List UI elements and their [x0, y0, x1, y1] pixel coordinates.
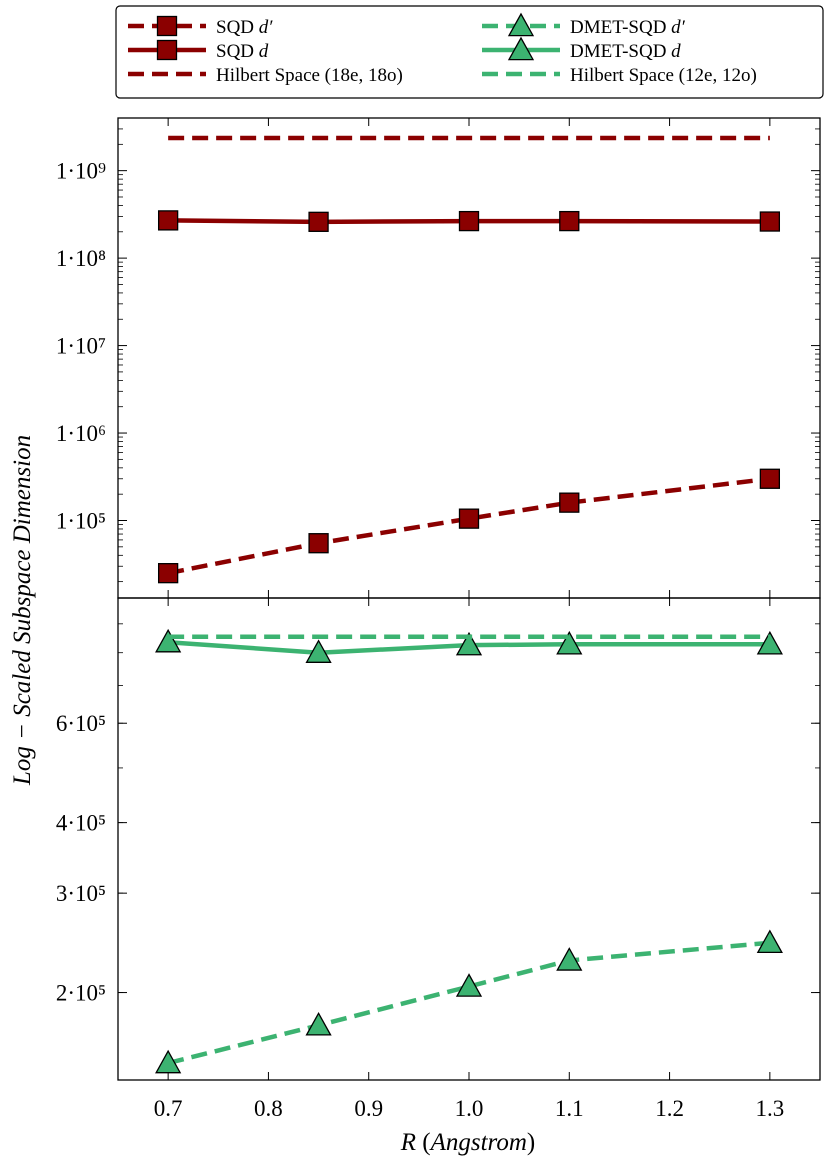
legend-marker — [156, 15, 178, 37]
data-point — [305, 639, 332, 663]
legend-label-var: d′ — [259, 17, 274, 38]
data-point — [155, 1049, 182, 1074]
y-tick-label: 3·10⁵ — [56, 881, 106, 906]
legend-marker — [507, 36, 535, 61]
top-panel: 1·10⁵ 1·10⁶ 1·10⁷ 1·10⁸ 1·10⁹ — [56, 117, 821, 599]
legend-label-main: DMET-SQD — [570, 17, 671, 38]
x-tick-label: 1.0 — [455, 1096, 484, 1121]
data-point — [458, 210, 480, 232]
x-tick-label: 1.1 — [555, 1096, 584, 1121]
data-point — [756, 630, 783, 655]
y-axis-label: Log − Scaled Subspace Dimension — [9, 435, 36, 786]
bottom-panel: 0.7 0.8 0.9 1.0 1.1 1.2 1.3 2·10⁵ 3·10⁵ 4·10⁵ 6·10… — [56, 597, 821, 1121]
data-point — [157, 563, 179, 584]
data-point — [155, 628, 182, 653]
data-point — [455, 631, 483, 656]
plot-frame — [117, 597, 821, 1081]
legend-label: Hilbert Space (18e, 18o) — [216, 65, 403, 86]
x-axis-label-open: ( — [416, 1129, 431, 1156]
y-tick-label: 4·10⁵ — [56, 811, 106, 836]
y-tick-label: 1·10⁶ — [56, 421, 106, 446]
data-point — [308, 533, 329, 554]
legend-label-var: d — [671, 41, 681, 62]
data-point — [157, 210, 179, 231]
x-tick-label: 0.7 — [154, 1096, 183, 1121]
x-axis-label-close: ) — [527, 1129, 535, 1156]
series-line — [167, 940, 771, 1066]
data-point — [455, 973, 483, 997]
x-axis-label-var: R — [400, 1129, 416, 1156]
data-point — [756, 929, 783, 954]
data-point — [759, 468, 781, 489]
legend-label: DMET-SQD d′ — [570, 17, 686, 38]
legend-label-main: SQD — [216, 17, 259, 38]
y-tick-label: 6·10⁵ — [56, 711, 106, 736]
legend-marker — [156, 39, 178, 61]
y-tick-label: 1·10⁵ — [56, 509, 106, 534]
x-tick-label: 1.2 — [655, 1096, 684, 1121]
data-point — [559, 492, 580, 513]
legend-label: DMET-SQD d — [570, 41, 681, 62]
x-tick-label: 0.9 — [354, 1096, 383, 1121]
series-line — [167, 476, 771, 576]
legend-label-main: SQD — [216, 41, 259, 62]
data-point — [559, 210, 580, 232]
data-point — [556, 947, 583, 971]
legend-label: Hilbert Space (12e, 12o) — [570, 65, 757, 86]
y-tick-label: 1·10⁹ — [56, 159, 106, 184]
data-point — [308, 211, 329, 232]
legend-label-main: Hilbert Space (12e, 12o) — [570, 65, 757, 86]
legend-label-main: Hilbert Space (18e, 18o) — [216, 65, 403, 86]
data-point — [759, 211, 781, 232]
legend-marker — [507, 12, 535, 37]
x-tick-label: 0.8 — [254, 1096, 283, 1121]
legend-label: SQD d — [216, 41, 269, 62]
legend-label: SQD d′ — [216, 17, 273, 38]
x-tick-label: 1.3 — [755, 1096, 784, 1121]
legend-box — [115, 5, 824, 99]
y-tick-label: 2·10⁵ — [56, 981, 106, 1006]
legend-label-var: d — [259, 41, 269, 62]
legend-label-var: d′ — [671, 17, 686, 38]
y-tick-label: 1·10⁷ — [56, 334, 106, 359]
data-point — [305, 1011, 332, 1036]
y-tick-label: 1·10⁸ — [56, 246, 106, 271]
x-axis-label-unit: Angstrom — [429, 1129, 527, 1156]
data-point — [458, 508, 480, 529]
data-point — [556, 630, 583, 655]
x-axis-label: R (Angstrom) — [400, 1129, 536, 1156]
legend-label-main: DMET-SQD — [570, 41, 671, 62]
